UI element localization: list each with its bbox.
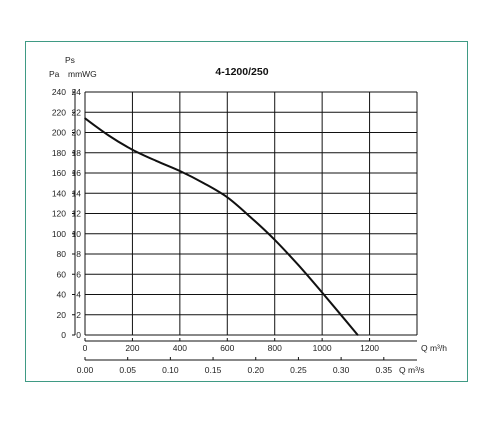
y-unit-pa-label: Pa	[49, 69, 60, 79]
pa-tick-label: 160	[52, 168, 66, 178]
chart-title: 4-1200/250	[215, 66, 268, 78]
data-point	[179, 170, 181, 172]
data-point	[250, 216, 252, 219]
pa-tick-label: 120	[52, 209, 66, 219]
data-point	[297, 264, 300, 266]
pa-tick-label: 20	[57, 310, 67, 320]
m3h-unit-label: Q m³/h	[421, 343, 447, 353]
curve-layer	[84, 117, 359, 336]
m3h-tick-label: 200	[125, 343, 139, 353]
pa-tick-label: 140	[52, 188, 66, 198]
data-point	[84, 117, 86, 120]
m3s-tick-label: 0.05	[119, 365, 136, 375]
data-point	[356, 334, 359, 336]
m3h-tick-label: 1200	[360, 343, 379, 353]
mmwg-tick-label: 24	[72, 87, 82, 97]
mmwg-tick-label: 2	[76, 310, 81, 320]
m3h-tick-label: 400	[173, 343, 187, 353]
data-point	[155, 160, 157, 162]
pa-tick-label: 220	[52, 107, 66, 117]
data-point	[273, 239, 276, 241]
data-point	[226, 196, 229, 199]
m3s-tick-label: 0.15	[205, 365, 222, 375]
mmwg-tick-label: 6	[76, 269, 81, 279]
data-point	[321, 291, 323, 294]
tick-labels: 0204060801001201401601802002202400246810…	[52, 87, 447, 375]
m3s-tick-label: 0.30	[333, 365, 350, 375]
grid	[84, 91, 418, 336]
mmwg-tick-label: 16	[72, 168, 82, 178]
mmwg-tick-label: 4	[76, 290, 81, 300]
chart-frame	[25, 41, 468, 382]
y-quantity-label: Ps	[65, 55, 75, 65]
mmwg-tick-label: 14	[72, 188, 82, 198]
pa-tick-label: 200	[52, 128, 66, 138]
pa-tick-label: 180	[52, 148, 66, 158]
pa-tick-label: 60	[57, 269, 67, 279]
pa-tick-label: 40	[57, 290, 67, 300]
m3s-tick-label: 0.00	[77, 365, 94, 375]
axes	[72, 89, 417, 361]
pa-tick-label: 100	[52, 229, 66, 239]
data-point	[131, 148, 134, 151]
mmwg-tick-label: 18	[72, 148, 82, 158]
m3s-tick-label: 0.35	[376, 365, 393, 375]
pa-tick-label: 240	[52, 87, 66, 97]
m3h-tick-label: 0	[83, 343, 88, 353]
m3h-tick-label: 600	[220, 343, 234, 353]
y-unit-mmwg-label: mmWG	[68, 69, 97, 79]
m3h-tick-label: 1000	[313, 343, 332, 353]
mmwg-tick-label: 22	[72, 107, 82, 117]
mmwg-tick-label: 0	[76, 330, 81, 340]
data-point	[107, 134, 110, 137]
data-point	[202, 182, 205, 184]
m3s-tick-label: 0.20	[247, 365, 264, 375]
pa-tick-label: 80	[57, 249, 67, 259]
series-line	[84, 117, 359, 336]
mmwg-tick-label: 8	[76, 249, 81, 259]
m3s-unit-label: Q m³/s	[399, 365, 425, 375]
mmwg-tick-label: 20	[72, 128, 82, 138]
m3s-tick-label: 0.10	[162, 365, 179, 375]
m3s-tick-label: 0.25	[290, 365, 307, 375]
pa-tick-label: 0	[61, 330, 66, 340]
mmwg-tick-label: 12	[72, 209, 82, 219]
m3h-tick-label: 800	[268, 343, 282, 353]
mmwg-tick-label: 10	[72, 229, 82, 239]
data-point	[345, 320, 347, 322]
